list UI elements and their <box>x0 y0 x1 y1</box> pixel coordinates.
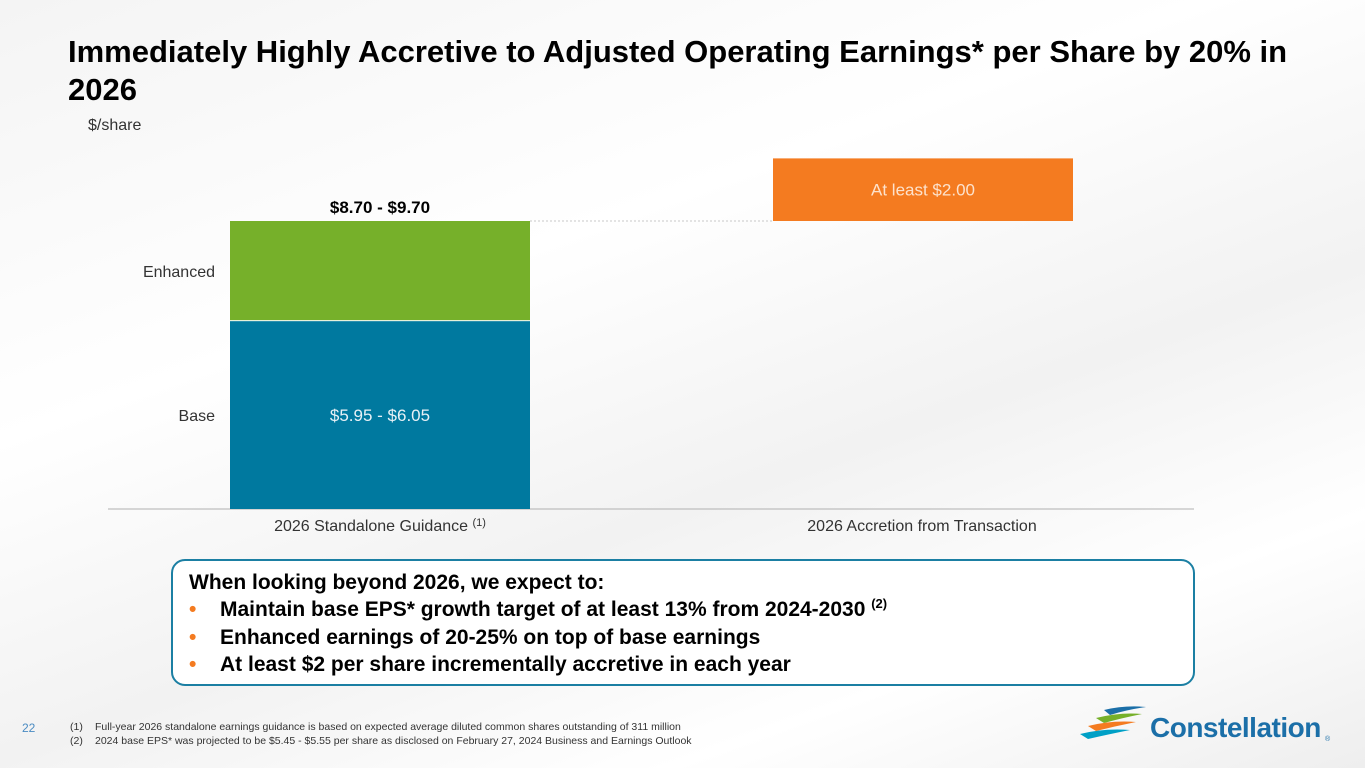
footnote: (1) Full-year 2026 standalone earnings gu… <box>70 721 681 733</box>
bullet-dot-icon: • <box>189 653 197 676</box>
x-tick-label-standalone: 2026 Standalone Guidance (1) <box>274 517 486 535</box>
footnotes: (1) Full-year 2026 standalone earnings gu… <box>70 720 692 748</box>
callout-bullet: • At least $2 per share incrementally acc… <box>189 651 1177 679</box>
page-number: 22 <box>22 721 36 735</box>
constellation-logo: Constellation ® <box>1080 700 1350 750</box>
page-title: Immediately Highly Accretive to Adjusted… <box>68 34 1288 107</box>
logo-registered: ® <box>1325 736 1331 743</box>
bar-enhanced <box>230 221 530 321</box>
bullet-dot-icon: • <box>189 625 197 649</box>
callout-bullet: • Maintain base EPS* growth target of at … <box>189 596 1177 624</box>
series-label-base: Base <box>179 408 216 425</box>
unit-label: $/share <box>88 117 142 134</box>
outlook-callout: When looking beyond 2026, we expect to: … <box>171 559 1195 686</box>
bar-base <box>230 321 530 509</box>
callout-bullet: • Enhanced earnings of 20-25% on top of b… <box>189 624 1177 652</box>
total-label: $8.70 - $9.70 <box>330 198 430 217</box>
data-label-base: $5.95 - $6.05 <box>330 406 430 425</box>
series-label-enhanced: Enhanced <box>143 264 215 281</box>
callout-list: • Maintain base EPS* growth target of at … <box>189 596 1177 679</box>
footnote: (2) 2024 base EPS* was projected to be $5… <box>70 735 692 747</box>
data-label-accretion: At least $2.00 <box>871 181 975 200</box>
eps-chart: Enhanced Base $5.95 - $6.05 At least $2.… <box>108 158 1194 535</box>
bar-accretion <box>773 158 1073 221</box>
logo-wordmark: Constellation <box>1150 712 1321 743</box>
constellation-swoosh-icon <box>1080 706 1146 739</box>
callout-heading: When looking beyond 2026, we expect to: <box>189 571 605 594</box>
x-tick-label-accretion: 2026 Accretion from Transaction <box>807 518 1036 535</box>
bullet-dot-icon: • <box>189 598 197 621</box>
